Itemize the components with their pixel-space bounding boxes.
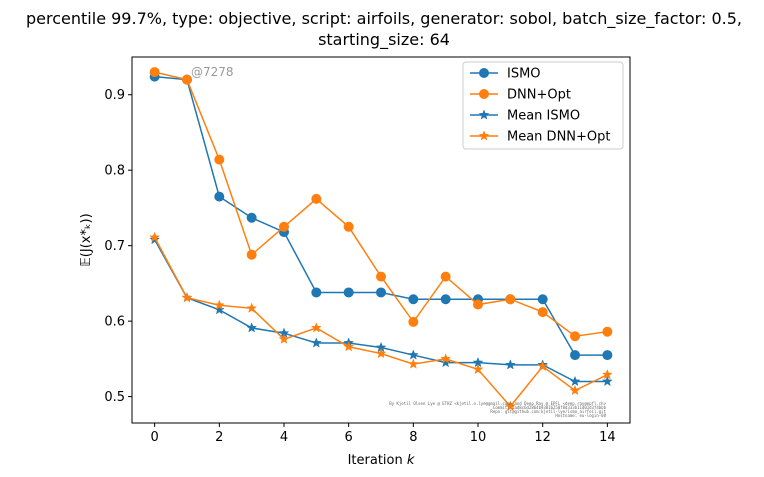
data-point — [213, 299, 225, 310]
footnote-line-2: Commit: 1ad8c6d2864b93016250f8d333b11d01… — [493, 405, 607, 410]
data-point — [408, 294, 419, 305]
footnote-line-1: By Kjetil Olsen Lye @ ETHZ <kjetil.o.lye… — [389, 401, 606, 406]
data-point — [504, 359, 516, 370]
footnote: By Kjetil Olsen Lye @ ETHZ <kjetil.o.lye… — [389, 401, 606, 418]
data-point — [149, 231, 161, 242]
data-point — [601, 368, 613, 380]
legend-marker — [478, 130, 490, 141]
data-point — [376, 287, 386, 298]
data-point — [537, 307, 548, 318]
data-point — [311, 193, 322, 204]
legend-marker — [479, 68, 489, 78]
data-point — [440, 353, 452, 364]
data-point — [181, 292, 193, 303]
x-tick-label: 6 — [345, 430, 353, 445]
data-point — [472, 363, 484, 375]
data-point — [407, 358, 419, 369]
data-point — [570, 331, 581, 342]
series-line — [153, 237, 608, 408]
data-point — [246, 302, 258, 313]
data-point — [343, 287, 354, 298]
data-point — [246, 212, 257, 223]
data-point — [343, 341, 355, 352]
legend-item: Mean ISMO — [470, 109, 580, 124]
legend-box — [462, 61, 624, 150]
y-tick-label: 0.8 — [104, 164, 125, 179]
data-point — [375, 347, 387, 359]
data-point — [505, 294, 516, 305]
x-axis-label: Iteration k — [348, 453, 415, 468]
x-tick-label: 0 — [150, 430, 158, 445]
series-1 — [149, 67, 613, 342]
data-point — [376, 271, 386, 282]
series-layer — [149, 67, 613, 412]
legend-item: ISMO — [470, 67, 541, 82]
legend-label: ISMO — [507, 67, 541, 82]
data-point — [408, 316, 419, 327]
series-3 — [149, 231, 613, 412]
data-point — [181, 74, 192, 85]
legend-marker — [478, 109, 490, 120]
data-point — [214, 154, 225, 165]
y-axis: 0.5 0.6 0.7 0.8 0.9 — [104, 88, 132, 405]
legend: ISMO DNN+Opt Mean ISMO Mean DNN+Opt — [462, 61, 624, 150]
legend-label: DNN+Opt — [507, 88, 571, 103]
data-point — [246, 322, 258, 333]
x-tick-label: 4 — [280, 430, 288, 445]
data-point — [473, 299, 484, 310]
x-tick-label: 14 — [599, 430, 616, 445]
y-tick-label: 0.5 — [104, 390, 125, 405]
x-tick-label: 12 — [534, 430, 551, 445]
data-point — [602, 326, 613, 337]
data-point — [570, 350, 581, 361]
data-point — [311, 287, 322, 298]
data-point — [213, 304, 225, 315]
footnote-line-3: Repo: git@github.com:kjetil-lye/ismo_air… — [490, 409, 606, 414]
data-point — [310, 322, 322, 333]
y-tick-label: 0.6 — [104, 315, 125, 330]
data-point — [440, 271, 451, 282]
legend-label: Mean ISMO — [507, 109, 580, 124]
data-point — [569, 384, 581, 396]
chart-title-line-1: percentile 99.7%, type: objective, scrip… — [26, 9, 742, 29]
data-point — [214, 191, 225, 202]
y-axis-label: 𝔼(J(x*ₖ)) — [79, 213, 94, 266]
data-point — [504, 400, 516, 412]
data-point — [602, 350, 613, 361]
legend-label: Mean DNN+Opt — [507, 130, 611, 145]
run-annotation: @7278 — [191, 65, 234, 79]
plot-frame — [131, 56, 631, 424]
data-point — [246, 249, 257, 260]
x-tick-label: 10 — [470, 430, 487, 445]
data-point — [278, 333, 290, 344]
y-tick-label: 0.9 — [104, 88, 125, 103]
data-point — [569, 375, 581, 387]
y-tick-label: 0.7 — [104, 239, 125, 254]
data-point — [278, 221, 289, 232]
legend-item: Mean DNN+Opt — [470, 130, 611, 145]
data-point — [440, 356, 452, 368]
data-point — [537, 360, 549, 372]
data-point — [601, 375, 613, 387]
data-point — [440, 294, 451, 305]
data-point — [407, 349, 419, 360]
footnote-line-4: Hostname: eu-login-08 — [555, 413, 606, 418]
chart-title-line-2: starting_size: 64 — [318, 30, 450, 50]
x-tick-label: 2 — [215, 430, 223, 445]
x-axis-label-variable: k — [407, 453, 415, 468]
data-point — [537, 294, 548, 305]
data-point — [310, 337, 322, 348]
legend-marker — [479, 89, 489, 99]
x-axis: 0 2 4 6 8 10 12 14 — [150, 423, 616, 445]
x-tick-label: 8 — [409, 430, 417, 445]
data-point — [149, 67, 160, 78]
x-axis-label-prefix: Iteration — [348, 453, 407, 468]
legend-item: DNN+Opt — [470, 88, 571, 103]
data-point — [343, 221, 354, 232]
